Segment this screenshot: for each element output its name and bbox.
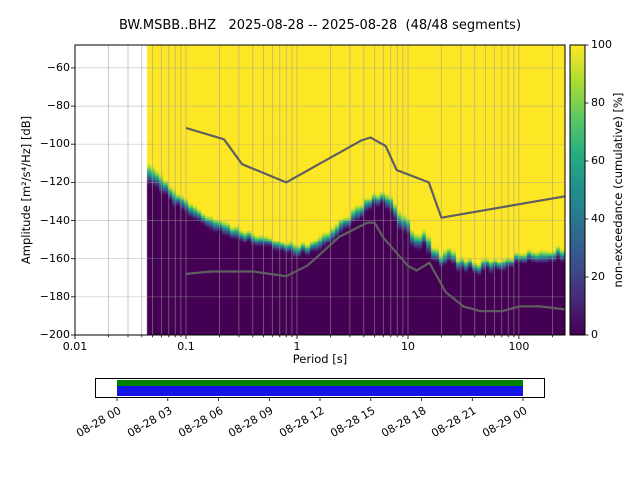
x-tick-label: 0.1: [177, 340, 195, 353]
y-tick-label: −60: [46, 60, 70, 74]
colorbar-tick-label: 40: [591, 212, 605, 225]
coverage-band-green: [117, 380, 523, 386]
y-axis-label: Amplitude [m²/s⁴/Hz] [dB]: [19, 115, 33, 265]
y-tick-label: −120: [39, 175, 70, 189]
colorbar-tick-label: 80: [591, 96, 605, 109]
colorbar-tick-label: 100: [591, 38, 612, 51]
y-tick-label: −160: [39, 251, 70, 265]
x-tick-label: 0.01: [62, 340, 88, 353]
colorbar-label: non-exceedance (cumulative) [%]: [611, 92, 625, 288]
colorbar-tick-label: 0: [591, 328, 598, 341]
colorbar-canvas: [570, 45, 585, 335]
y-tick-label: −180: [39, 289, 70, 303]
y-tick-label: −80: [46, 99, 70, 113]
coverage-band-blue: [117, 386, 523, 396]
y-tick-label: −100: [39, 137, 70, 151]
x-tick-label: 100: [508, 340, 530, 353]
chart-title: BW.MSBB..BHZ 2025-08-28 -- 2025-08-28 (4…: [118, 18, 522, 33]
y-tick-label: −200: [39, 328, 70, 341]
ppsd-heatmap-canvas: [75, 45, 565, 335]
colorbar-tick-label: 60: [591, 154, 605, 167]
x-tick-label: 10: [400, 340, 415, 353]
x-tick-label: 1: [293, 340, 301, 353]
x-axis-label: Period [s]: [292, 352, 348, 366]
y-tick-label: −140: [39, 213, 70, 227]
colorbar-tick-label: 20: [591, 270, 605, 283]
